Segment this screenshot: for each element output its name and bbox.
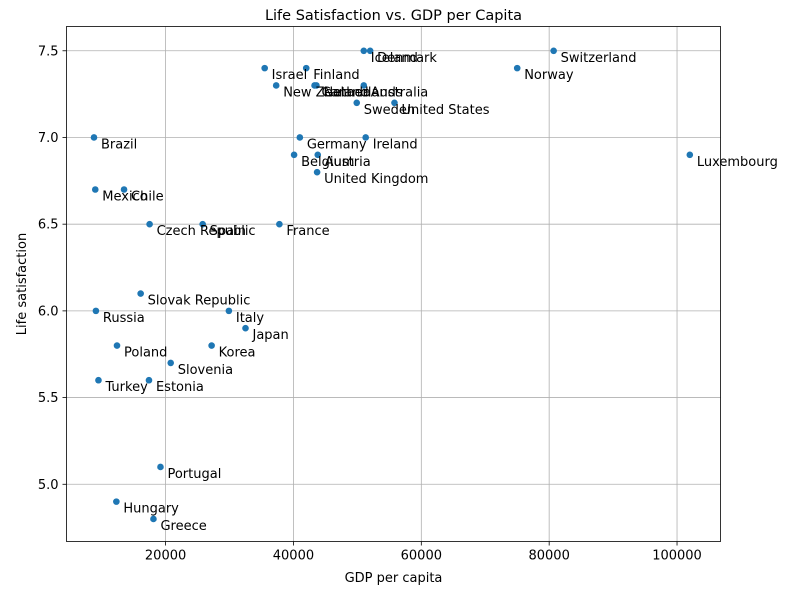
x-axis-label: GDP per capita bbox=[345, 571, 443, 586]
grid bbox=[66, 26, 721, 542]
data-point bbox=[296, 134, 304, 141]
data-point bbox=[366, 47, 374, 55]
point-label: Finland bbox=[313, 68, 359, 83]
point-label: Czech Republic bbox=[157, 224, 256, 239]
data-point bbox=[146, 220, 153, 228]
data-point bbox=[290, 151, 298, 159]
point-label: Norway bbox=[524, 68, 574, 83]
data-point bbox=[513, 64, 521, 72]
point-label: Brazil bbox=[101, 137, 137, 152]
data-point bbox=[550, 47, 557, 55]
point-label: France bbox=[286, 224, 329, 239]
data-point bbox=[353, 99, 361, 107]
data-point bbox=[113, 498, 120, 505]
point-label: Netherlands bbox=[323, 85, 402, 100]
data-point bbox=[242, 324, 249, 332]
data-point bbox=[302, 64, 310, 72]
point-label: Denmark bbox=[377, 51, 437, 66]
point-label: Japan bbox=[252, 328, 289, 343]
data-points bbox=[90, 47, 694, 523]
data-point bbox=[313, 168, 321, 176]
data-point bbox=[272, 82, 280, 89]
x-tick-label: 60000 bbox=[401, 549, 442, 564]
y-tick-label: 5.0 bbox=[38, 478, 59, 493]
y-tick-label: 7.5 bbox=[38, 44, 59, 59]
data-point bbox=[95, 376, 102, 384]
point-label: Germany bbox=[307, 137, 367, 152]
data-point bbox=[208, 342, 215, 349]
data-point bbox=[157, 463, 164, 471]
point-label: Portugal bbox=[167, 467, 221, 482]
point-label: Spain bbox=[210, 224, 246, 239]
point-label: Estonia bbox=[156, 380, 204, 395]
data-point bbox=[90, 134, 98, 141]
point-label: Italy bbox=[236, 311, 265, 326]
point-label: United States bbox=[401, 103, 489, 118]
x-tick-label: 80000 bbox=[528, 549, 569, 564]
data-point bbox=[137, 290, 144, 297]
point-label: Greece bbox=[160, 519, 206, 534]
data-point bbox=[314, 151, 322, 159]
data-point bbox=[362, 134, 369, 141]
point-label: Ireland bbox=[373, 137, 418, 152]
point-label: Canada bbox=[322, 85, 371, 100]
data-point bbox=[360, 47, 368, 55]
y-tick-label: 5.5 bbox=[38, 391, 59, 406]
point-label: Hungary bbox=[123, 502, 179, 517]
data-point bbox=[360, 82, 368, 89]
chart-title: Life Satisfaction vs. GDP per Capita bbox=[265, 8, 522, 24]
point-label: Belgium bbox=[301, 155, 354, 170]
data-point bbox=[167, 359, 175, 367]
point-label: Sweden bbox=[364, 103, 415, 118]
point-label: Korea bbox=[219, 346, 256, 361]
point-label: Australia bbox=[371, 85, 429, 100]
data-point bbox=[120, 186, 128, 193]
data-point bbox=[391, 99, 398, 107]
point-label: Poland bbox=[124, 346, 167, 361]
point-label: Chile bbox=[131, 189, 164, 204]
y-tick-label: 7.0 bbox=[38, 131, 59, 146]
point-label: Mexico bbox=[102, 189, 147, 204]
point-label: Austria bbox=[325, 155, 371, 170]
data-point bbox=[145, 376, 153, 384]
data-point bbox=[91, 186, 99, 193]
point-label: Turkey bbox=[104, 380, 148, 395]
x-tick-label: 20000 bbox=[145, 549, 186, 564]
point-label: Switzerland bbox=[561, 51, 637, 66]
y-axis-label: Life satisfaction bbox=[15, 233, 30, 335]
point-label: Russia bbox=[103, 311, 145, 326]
y-tick-label: 6.5 bbox=[38, 218, 59, 233]
data-point bbox=[686, 151, 694, 159]
point-label: Slovak Republic bbox=[148, 294, 251, 309]
plot-frame bbox=[66, 26, 721, 542]
point-label: Slovenia bbox=[178, 363, 233, 378]
data-point bbox=[276, 220, 283, 228]
y-tick-label: 6.0 bbox=[38, 304, 59, 319]
data-point bbox=[113, 342, 121, 349]
point-label: Israel bbox=[272, 68, 308, 83]
data-point bbox=[92, 307, 100, 315]
point-label: Luxembourg bbox=[697, 155, 778, 170]
x-tick-label: 40000 bbox=[273, 549, 314, 564]
data-point bbox=[313, 82, 320, 89]
x-tick-label: 100000 bbox=[652, 549, 702, 564]
data-point bbox=[199, 220, 206, 228]
point-label: New Zealand bbox=[283, 85, 368, 100]
point-label: United Kingdom bbox=[324, 172, 428, 187]
data-point bbox=[150, 515, 157, 523]
axis-ticks: 20000 40000 60000 80000 100000 5.0 5.5 6.0 6.5 7.… bbox=[38, 44, 702, 563]
data-point bbox=[225, 307, 233, 315]
point-label: Iceland bbox=[371, 51, 418, 66]
data-point bbox=[261, 64, 268, 72]
